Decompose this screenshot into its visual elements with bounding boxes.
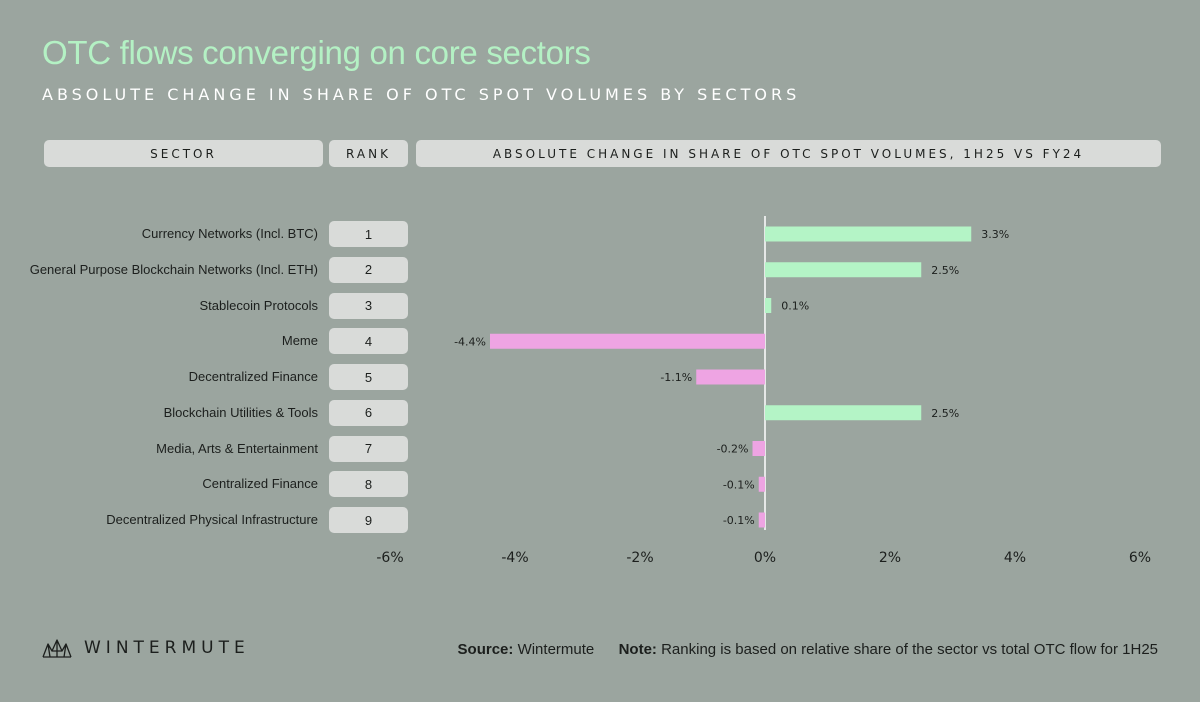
bar xyxy=(765,405,922,421)
sector-label: Centralized Finance xyxy=(202,476,318,492)
source-value: Wintermute xyxy=(517,641,595,658)
rank-box: 3 xyxy=(329,292,408,319)
sector-label: Stablecoin Protocols xyxy=(199,297,318,313)
bar xyxy=(758,476,765,492)
sector-label: General Purpose Blockchain Networks (Inc… xyxy=(29,261,318,277)
footer-notes: Source: Wintermute Note: Ranking is base… xyxy=(458,641,1158,658)
rank-box: 2 xyxy=(329,256,408,283)
brand-name: WINTERMUTE xyxy=(84,638,250,658)
x-tick-label: 0% xyxy=(754,550,776,566)
x-tick-label: 6% xyxy=(1129,550,1151,566)
bar xyxy=(765,226,972,242)
note-label: Note: xyxy=(618,641,657,658)
rank-box: 6 xyxy=(329,399,408,426)
bar xyxy=(765,262,922,278)
sector-label: Blockchain Utilities & Tools xyxy=(163,404,318,420)
bar-value-label: 0.1% xyxy=(781,300,809,313)
bar xyxy=(696,369,765,385)
bar-value-label: -0.1% xyxy=(723,514,755,527)
bar-value-label: 2.5% xyxy=(931,264,959,277)
bar xyxy=(490,333,765,349)
bar xyxy=(765,298,772,313)
source-label: Source: xyxy=(457,641,514,658)
x-tick-label: -6% xyxy=(376,550,403,566)
rank-box: 8 xyxy=(329,471,408,498)
rank-box: 5 xyxy=(329,364,408,390)
sector-label: Currency Networks (Incl. BTC) xyxy=(141,226,318,241)
header-change: ABSOLUTE CHANGE IN SHARE OF OTC SPOT VOL… xyxy=(416,140,1161,167)
rank-box: 7 xyxy=(329,435,408,462)
chart-title: OTC flows converging on core sectors xyxy=(42,34,591,71)
rank-box: 4 xyxy=(329,328,408,355)
chart-subtitle: ABSOLUTE CHANGE IN SHARE OF OTC SPOT VOL… xyxy=(42,85,801,104)
rank-box: 1 xyxy=(329,221,408,247)
header-rank: RANK xyxy=(329,140,408,167)
bar-value-label: -1.1% xyxy=(660,371,692,384)
bar-value-label: -0.1% xyxy=(723,478,755,491)
sector-label: Decentralized Finance xyxy=(188,369,318,384)
brand-logo: WINTERMUTE xyxy=(42,637,250,659)
x-tick-label: -2% xyxy=(626,550,653,566)
header-sector: SECTOR xyxy=(44,140,323,167)
rank-box: 9 xyxy=(329,507,408,533)
x-tick-label: -4% xyxy=(501,550,528,566)
sector-label: Decentralized Physical Infrastructure xyxy=(106,512,318,527)
bar-value-label: 2.5% xyxy=(931,407,959,420)
bar-value-label: -4.4% xyxy=(454,335,486,348)
bar xyxy=(758,512,765,528)
x-tick-label: 4% xyxy=(1004,550,1026,566)
sector-label: Meme xyxy=(281,333,318,349)
note-value: Ranking is based on relative share of th… xyxy=(661,641,1158,658)
bar xyxy=(752,441,765,456)
bar-value-label: 3.3% xyxy=(981,228,1009,241)
x-tick-label: 2% xyxy=(879,550,901,566)
bar-value-label: -0.2% xyxy=(717,443,749,456)
wintermute-logo-icon xyxy=(42,639,72,658)
sector-label: Media, Arts & Entertainment xyxy=(156,440,318,456)
